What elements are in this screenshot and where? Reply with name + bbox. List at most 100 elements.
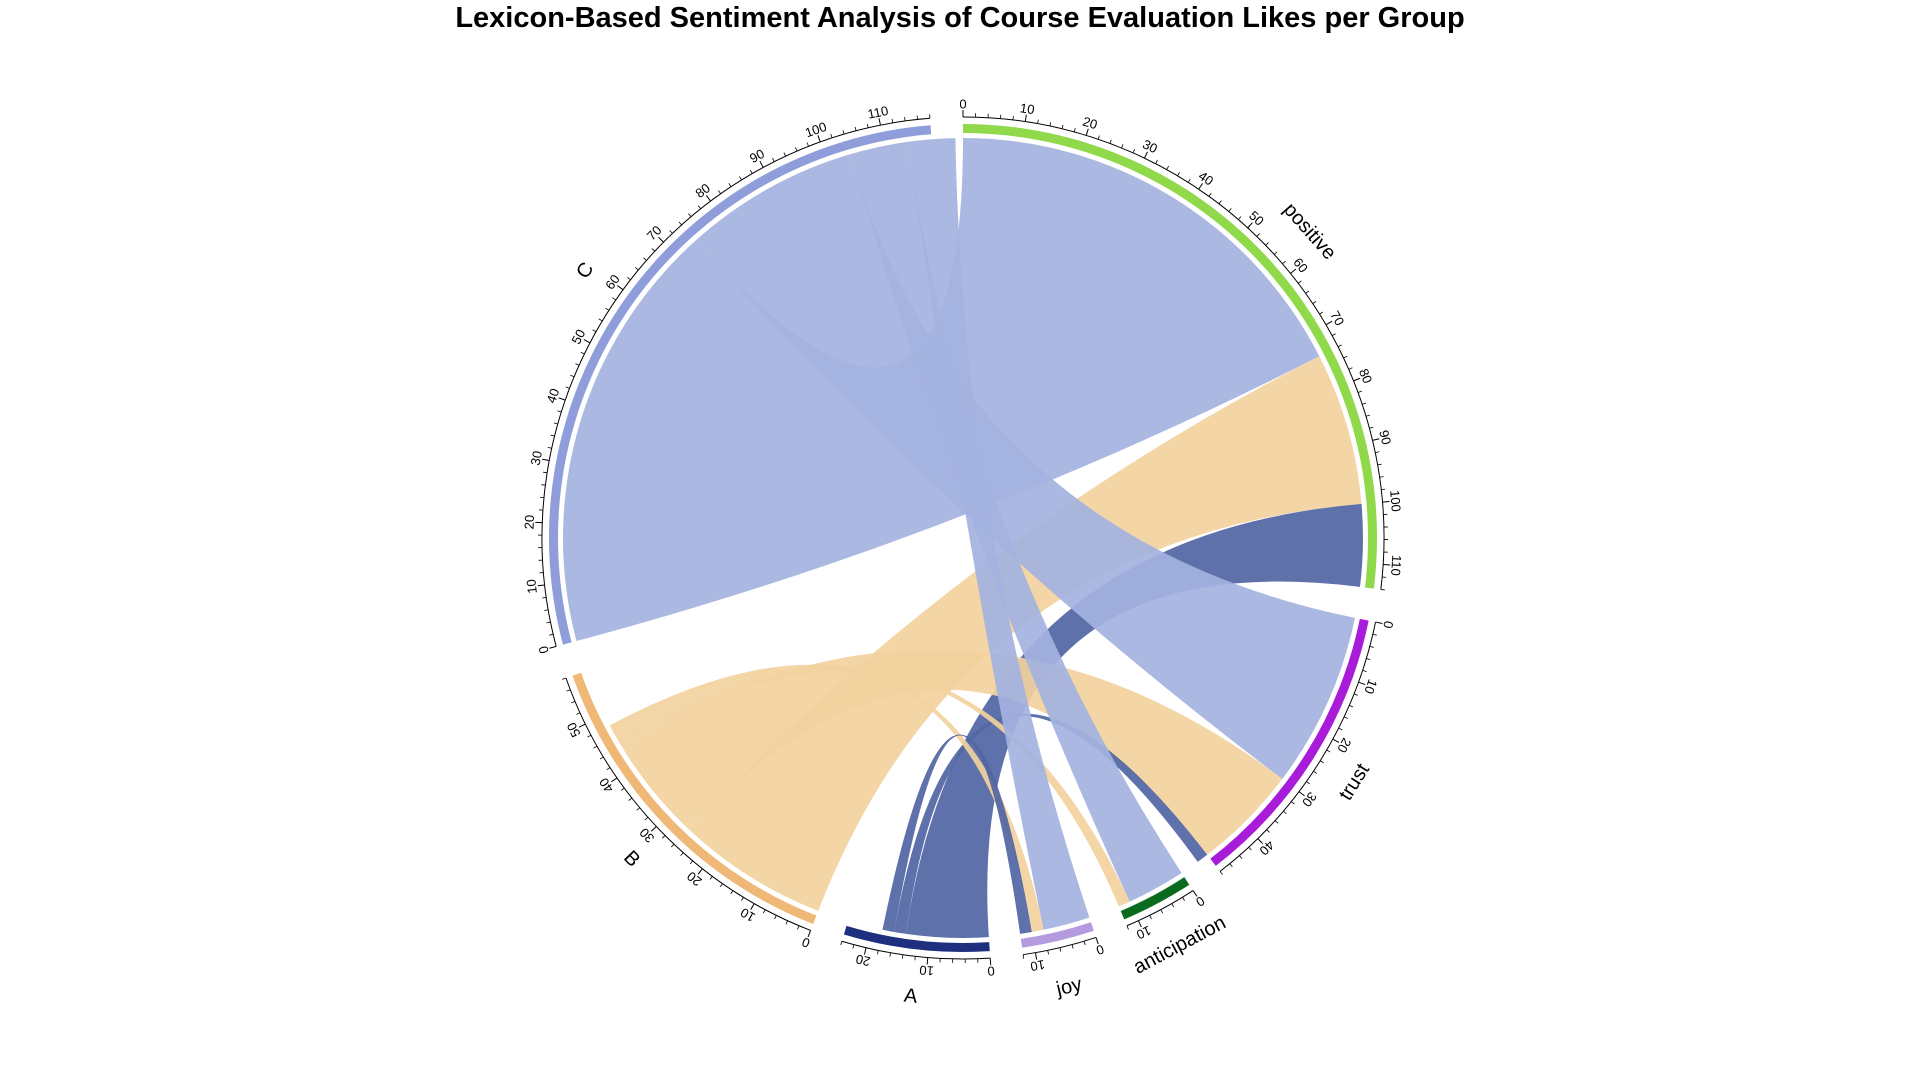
tick-B-50 (578, 723, 586, 728)
tick-label-C-40: 40 (543, 387, 562, 406)
tick-label-joy-10: 10 (1029, 957, 1046, 974)
tick-positive-36 (1177, 172, 1180, 176)
tick-C-2 (549, 633, 554, 636)
tick-label-B-40: 40 (596, 775, 617, 795)
tick-positive-60 (1290, 268, 1297, 274)
tick-anticipation-0 (1192, 890, 1198, 897)
tick-B-36 (628, 797, 633, 801)
tick-trust-40 (1257, 838, 1264, 844)
tick-A-14 (901, 954, 904, 959)
tick-positive-22 (1097, 135, 1100, 140)
tick-C-30 (542, 458, 550, 461)
tick-C-26 (541, 484, 546, 486)
tick-C-90 (759, 161, 764, 168)
tick-B-52 (576, 712, 581, 715)
tick-C-74 (678, 221, 682, 226)
tick-B-28 (661, 835, 666, 839)
tick-C-4 (546, 621, 551, 624)
tick-joy-0 (1095, 937, 1099, 945)
tick-C-38 (557, 410, 562, 413)
chart-title: Lexicon-Based Sentiment Analysis of Cour… (455, 2, 1465, 34)
tick-trust-8 (1362, 670, 1367, 673)
tick-positive-58 (1282, 260, 1286, 265)
tick-B-54 (571, 700, 576, 704)
sector-label-positive: positive (1279, 199, 1340, 264)
tick-B-16 (719, 883, 723, 888)
tick-B-14 (730, 890, 734, 895)
tick-B-30 (650, 826, 657, 832)
tick-anticipation-6 (1160, 909, 1164, 914)
tick-positive-90 (1372, 438, 1380, 441)
tick-C-40 (558, 397, 566, 401)
tick-C-32 (547, 446, 552, 449)
tick-trust-46 (1229, 863, 1233, 867)
tick-label-positive-40: 40 (1196, 168, 1216, 189)
axis-B (565, 677, 811, 931)
tick-C-66 (643, 257, 647, 261)
tick-label-C-90: 90 (747, 146, 767, 166)
tick-C-106 (854, 126, 857, 131)
tick-label-A-20: 20 (854, 951, 872, 969)
tick-positive-94 (1377, 463, 1382, 466)
tick-B-20 (697, 868, 703, 875)
tick-positive-44 (1218, 200, 1222, 205)
tick-trust-38 (1266, 829, 1270, 833)
tick-C-52 (592, 329, 597, 333)
tick-B-26 (670, 843, 675, 848)
tick-trust-32 (1291, 801, 1295, 805)
tick-positive-24 (1109, 139, 1112, 144)
tick-label-B-0: 0 (800, 934, 812, 951)
tick-C-46 (575, 363, 580, 366)
tick-C-70 (658, 236, 664, 243)
tick-C-62 (627, 276, 631, 281)
axis-trust (1219, 621, 1377, 872)
tick-trust-36 (1274, 820, 1279, 824)
tick-A-24 (840, 941, 843, 946)
tick-label-B-50: 50 (564, 720, 584, 740)
tick-positive-28 (1132, 149, 1136, 154)
tick-trust-48 (1219, 871, 1223, 875)
link-joy-to-C (907, 138, 1090, 930)
tick-label-joy-0: 0 (1094, 942, 1106, 959)
tick-label-trust-10: 10 (1361, 677, 1380, 696)
tick-label-C-60: 60 (602, 272, 623, 293)
tick-C-78 (697, 205, 701, 209)
tick-positive-48 (1238, 216, 1242, 220)
tick-B-56 (566, 689, 571, 692)
tick-trust-16 (1343, 716, 1348, 719)
tick-positive-86 (1365, 414, 1370, 417)
tick-label-positive-60: 60 (1290, 255, 1311, 276)
tick-positive-18 (1073, 127, 1076, 133)
tick-C-48 (580, 351, 585, 355)
sector-label-B: B (619, 847, 644, 872)
tick-label-C-100: 100 (803, 119, 829, 140)
sector-anticipation (1120, 877, 1190, 920)
tick-positive-82 (1357, 390, 1362, 393)
axis-C (541, 117, 931, 647)
links-layer (563, 138, 1363, 938)
tick-label-trust-20: 20 (1334, 735, 1354, 755)
tick-C-34 (550, 434, 555, 437)
tick-positive-12 (1037, 119, 1039, 124)
tick-positive-78 (1348, 367, 1353, 370)
link-positive-to-B (688, 356, 1362, 911)
tick-label-positive-10: 10 (1019, 100, 1036, 117)
tick-positive-30 (1143, 151, 1148, 159)
tick-B-38 (620, 787, 625, 791)
tick-label-positive-80: 80 (1356, 366, 1375, 385)
tick-positive-16 (1061, 124, 1064, 129)
tick-label-C-20: 20 (521, 515, 537, 530)
tick-positive-64 (1305, 290, 1310, 294)
tick-C-96 (795, 147, 798, 152)
tick-trust-26 (1313, 770, 1318, 774)
tick-positive-32 (1155, 159, 1158, 164)
tick-B-58 (562, 677, 567, 680)
tick-C-100 (817, 135, 821, 143)
link-joy-to-A (882, 734, 1032, 934)
tick-B-0 (807, 930, 812, 938)
tick-label-C-50: 50 (568, 327, 588, 347)
tick-anticipation-4 (1171, 903, 1175, 908)
tick-C-84 (728, 183, 732, 187)
sector-label-joy: joy (1053, 973, 1084, 1001)
tick-B-48 (587, 734, 592, 738)
